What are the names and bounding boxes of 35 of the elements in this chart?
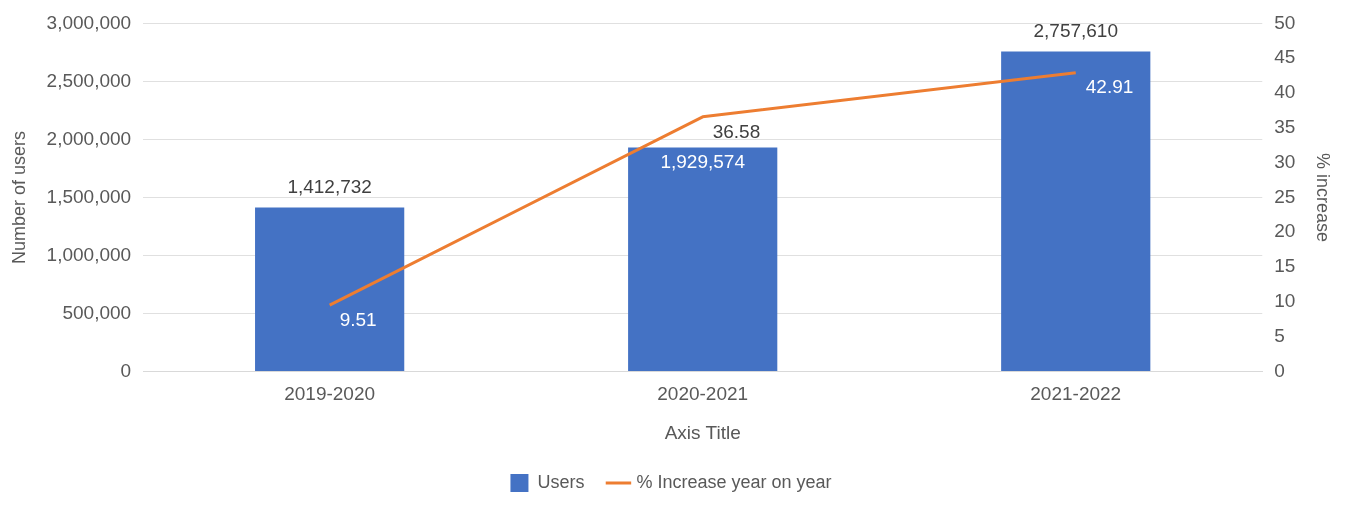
x-axis-title: Axis Title bbox=[664, 421, 741, 443]
y2-tick-label: 30 bbox=[1274, 150, 1296, 172]
y-axis-title: Number of users bbox=[8, 130, 29, 264]
y2-tick-label: 45 bbox=[1274, 46, 1296, 68]
data-label: 2,757,610 bbox=[1033, 20, 1119, 42]
legend-label: % Increase year on year bbox=[636, 471, 832, 492]
data-label: 36.58 bbox=[712, 120, 761, 142]
data-label: 9.51 bbox=[339, 308, 377, 330]
y2-tick-label: 25 bbox=[1274, 185, 1296, 207]
data-label: 42.91 bbox=[1085, 76, 1134, 98]
y-tick-label: 500,000 bbox=[62, 301, 132, 323]
y2-tick-label: 10 bbox=[1274, 290, 1296, 312]
x-tick-label: 2019-2020 bbox=[284, 383, 376, 405]
y-tick-label: 2,000,000 bbox=[46, 127, 132, 149]
y-tick-label: 0 bbox=[120, 359, 132, 381]
y2-tick-label: 5 bbox=[1274, 324, 1285, 346]
y2-tick-label: 20 bbox=[1274, 220, 1296, 242]
y-tick-label: 1,500,000 bbox=[46, 185, 132, 207]
data-label: 1,929,574 bbox=[660, 151, 746, 173]
x-tick-label: 2021-2022 bbox=[1030, 383, 1122, 405]
x-tick-label: 2020-2021 bbox=[657, 383, 749, 405]
y2-tick-label: 0 bbox=[1274, 359, 1285, 381]
y-tick-label: 2,500,000 bbox=[46, 69, 132, 91]
y2-tick-label: 50 bbox=[1274, 11, 1296, 33]
legend-label: Users bbox=[537, 471, 585, 492]
y2-tick-label: 15 bbox=[1274, 255, 1296, 277]
y-tick-label: 1,000,000 bbox=[46, 243, 132, 265]
bar bbox=[628, 147, 778, 371]
y2-tick-label: 40 bbox=[1274, 81, 1296, 103]
y2-tick-label: 35 bbox=[1274, 116, 1296, 138]
bar bbox=[1001, 51, 1151, 371]
data-label: 1,412,732 bbox=[287, 176, 372, 198]
bar bbox=[255, 207, 405, 371]
y2-axis-title: % increase bbox=[1313, 152, 1334, 242]
y-tick-label: 3,000,000 bbox=[46, 11, 132, 33]
